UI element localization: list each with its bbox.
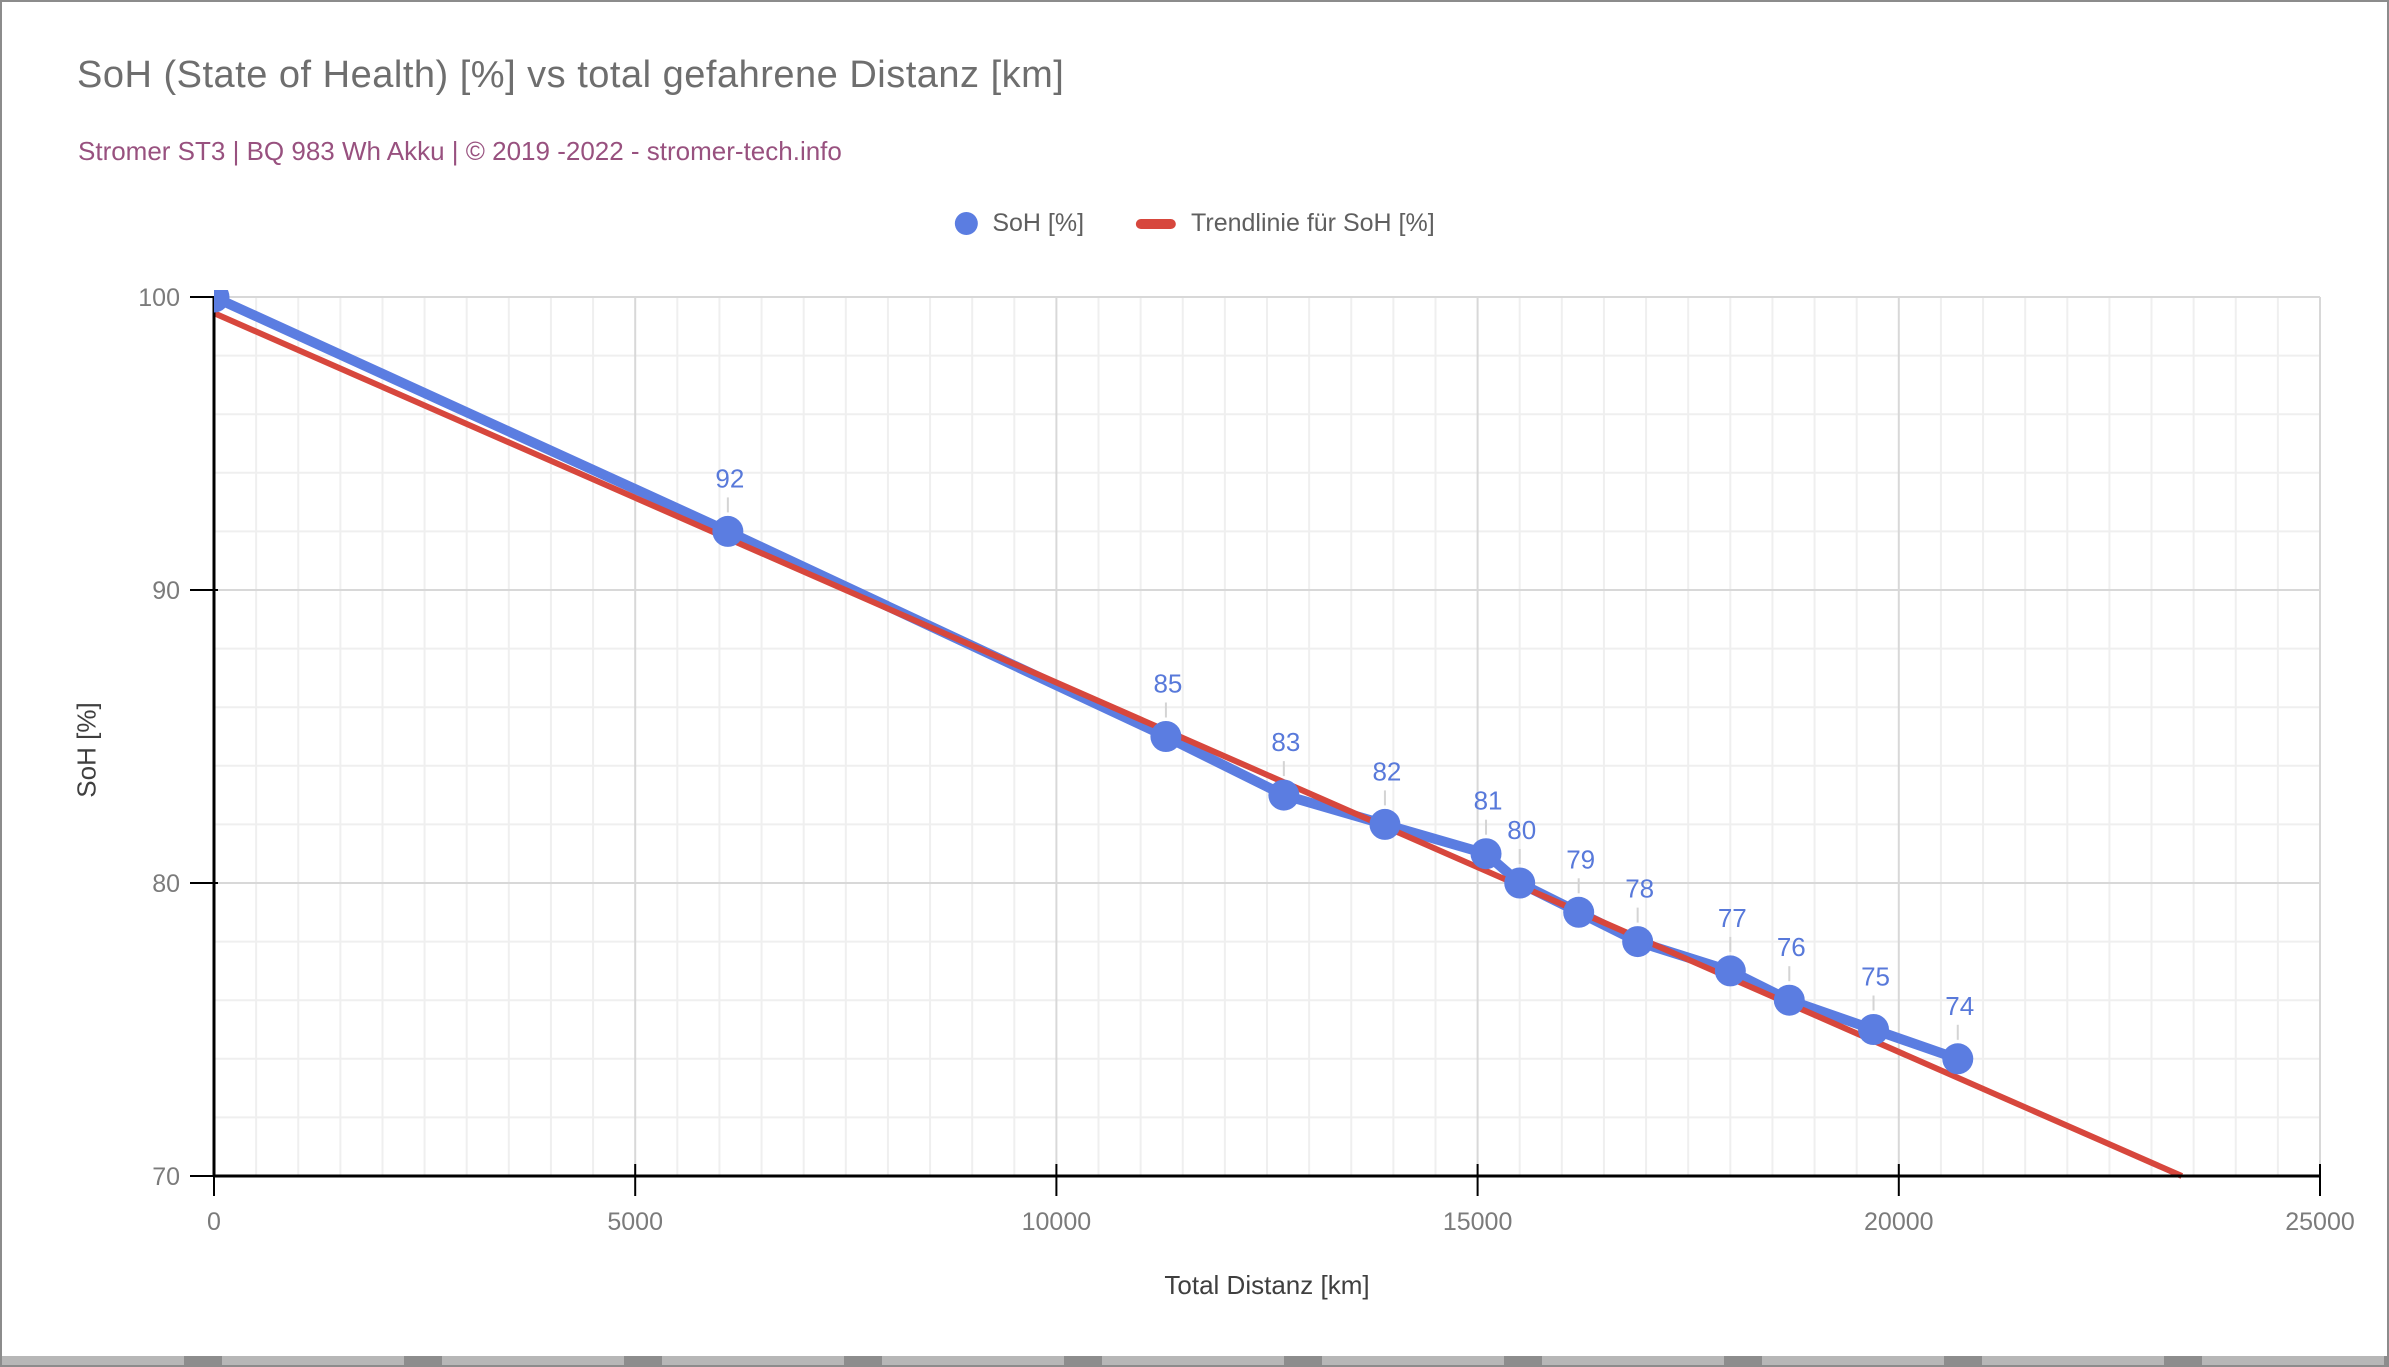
x-tick-label: 25000 [2285,1208,2355,1236]
data-point-label: 81 [1474,786,1503,816]
x-tick-label: 20000 [1864,1208,1934,1236]
trendline-dash-icon [1136,218,1177,229]
data-point-label: 76 [1777,932,1806,962]
y-axis-title: SoH [%] [71,702,102,798]
data-point[interactable] [712,515,744,547]
data-point-label: 75 [1861,962,1890,992]
data-point[interactable] [1622,926,1654,958]
trendline [214,310,2184,1179]
data-point-label: 83 [1271,727,1300,757]
data-point[interactable] [1268,779,1300,811]
data-point[interactable] [199,282,230,313]
spreadsheet-edge-strip [2,1356,2387,1365]
x-tick-label: 5000 [607,1208,663,1236]
legend-item-soh: SoH [%] [954,209,1084,238]
data-point[interactable] [1858,1014,1890,1045]
y-tick-label: 70 [152,1163,180,1191]
data-point[interactable] [1714,955,1746,987]
x-tick-label: 10000 [1022,1208,1092,1236]
y-tick-label: 100 [138,284,180,312]
x-tick-label: 0 [207,1208,221,1236]
y-tick-label: 90 [152,577,180,605]
data-point-label: 80 [1507,815,1536,845]
x-tick-label: 15000 [1443,1208,1513,1236]
data-point[interactable] [1150,721,1182,752]
legend-label-trendline: Trendlinie für SoH [%] [1191,209,1435,237]
series-circle-icon [954,212,978,235]
chart-subtitle: Stromer ST3 | BQ 983 Wh Akku | © 2019 -2… [78,136,842,166]
legend: SoH [%] Trendlinie für SoH [%] [954,209,1435,238]
data-point-label: 74 [1945,991,1974,1021]
data-point-label: 77 [1718,903,1747,933]
legend-label-soh: SoH [%] [992,209,1085,237]
data-point-label: 78 [1625,874,1654,904]
data-point[interactable] [1504,867,1536,899]
chart-title: SoH (State of Health) [%] vs total gefah… [77,54,1065,96]
data-point[interactable] [1563,896,1595,928]
legend-item-trendline: Trendlinie für SoH [%] [1136,209,1435,238]
data-point[interactable] [1470,838,1502,870]
data-point[interactable] [1942,1043,1974,1075]
data-point[interactable] [1369,808,1401,840]
x-axis-title: Total Distanz [km] [1164,1270,1370,1300]
data-point-label: 79 [1566,844,1595,874]
data-point-label: 82 [1372,756,1401,786]
data-point-label: 92 [715,463,744,493]
data-point-label: 85 [1153,669,1182,699]
data-point[interactable] [1773,984,1805,1016]
y-tick-label: 80 [152,870,180,898]
soh-line [214,292,1963,1064]
